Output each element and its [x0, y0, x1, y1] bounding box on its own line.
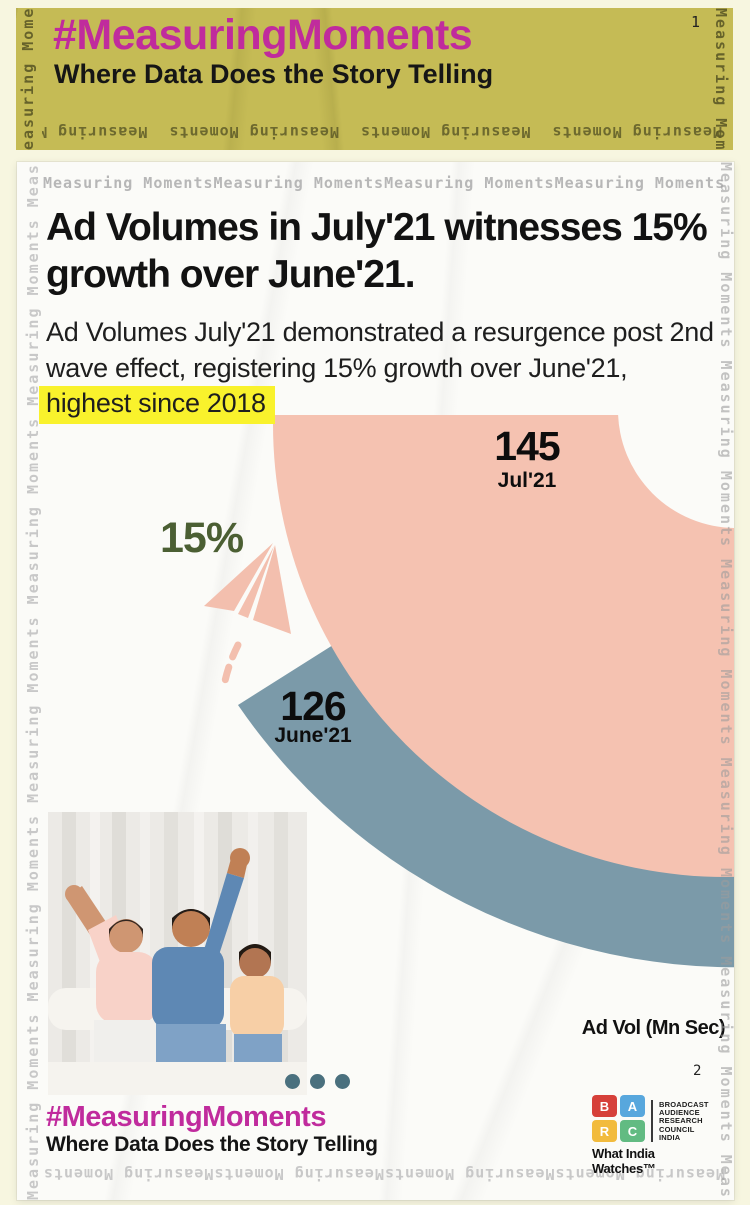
- july-circle-shape: [273, 415, 734, 877]
- content-card: Measuring Moments Measuring Moments Meas…: [17, 162, 734, 1200]
- watermark-item: Measuring Moments: [43, 174, 214, 192]
- ad-volume-circle-chart: [204, 415, 734, 968]
- highlighted-text: highest since 2018: [39, 386, 275, 424]
- logo-letter-r: R: [592, 1120, 617, 1142]
- logo-org-line: INDIA: [659, 1132, 681, 1142]
- watermark-item: Measuring Moments: [213, 174, 385, 192]
- family-photo: [48, 812, 307, 1095]
- header-banner: easuring Moment Measuring Moment #Measur…: [16, 8, 733, 150]
- footer-tagline: Where Data Does the Story Telling: [46, 1133, 378, 1156]
- watermark-item: Measuring Moments: [384, 174, 555, 192]
- july-label: Jul'21: [497, 469, 557, 492]
- logo-org-line: BROADCAST: [659, 1100, 709, 1109]
- logo-letter-b: B: [592, 1095, 617, 1117]
- logo-org-line: AUDIENCE: [659, 1108, 700, 1118]
- logo-letter-a: A: [620, 1095, 645, 1117]
- banner-tagline: Where Data Does the Story Telling: [54, 59, 494, 89]
- card-watermark-row-top: Measuring Moments Measuring Moments Meas…: [43, 174, 725, 192]
- body-line-2: wave effect, registering 15% growth over…: [46, 352, 628, 383]
- carousel-dot: [285, 1074, 300, 1089]
- paper-plane-icon: [204, 543, 291, 634]
- watermark-item: Measuring Moments: [42, 123, 148, 141]
- carousel-dot: [310, 1074, 325, 1089]
- watermark-item: Measuring Moments: [551, 123, 722, 141]
- sofa-seat: [48, 1062, 307, 1095]
- logo-org-name: BROADCAST AUDIENCE RESEARCH COUNCIL INDI…: [659, 1100, 709, 1142]
- banner-hashtag: #MeasuringMoments: [53, 11, 473, 59]
- headline: Ad Volumes in July'21 witnesses 15% grow…: [46, 204, 734, 298]
- corner-notch: [618, 415, 734, 528]
- growth-percentage: 15%: [160, 514, 244, 562]
- banner-watermark-right: Measuring Moment: [712, 8, 730, 150]
- watermark-item: Measuring Moments: [383, 1165, 555, 1183]
- footer-hashtag: #MeasuringMoments: [46, 1101, 326, 1133]
- banner-watermark-left: easuring Moment: [19, 8, 37, 150]
- headline-line-1: Ad Volumes in July'21 witnesses 15%: [46, 206, 708, 249]
- page-number-1: 1: [690, 13, 700, 31]
- chart-unit-label: Ad Vol (Mn Sec): [581, 1017, 726, 1039]
- page-number-2: 2: [693, 1063, 702, 1079]
- logo-org-line: COUNCIL: [659, 1124, 695, 1134]
- logo-org-line: RESEARCH: [659, 1116, 703, 1126]
- june-value: 126: [280, 683, 346, 729]
- july-value: 145: [494, 423, 560, 469]
- dashed-trail-icon: [221, 641, 242, 685]
- headline-line-2: growth over June'21.: [46, 253, 416, 296]
- card-watermark-right: Measuring Moments Measuring Moments Meas…: [717, 162, 734, 1200]
- body-line-1: Ad Volumes July'21 demonstrated a resurg…: [46, 317, 714, 347]
- banner-watermark-row: Measuring Moments Measuring Moments Meas…: [42, 123, 722, 141]
- watermark-item: Measuring Moments: [359, 123, 531, 141]
- watermark-item: Measuring Moments: [554, 174, 725, 192]
- logo-letter-c: C: [620, 1120, 645, 1142]
- barc-logo: B A R C: [592, 1095, 645, 1142]
- carousel-dots: [285, 1074, 350, 1089]
- logo-tagline: What India Watches™: [592, 1146, 656, 1176]
- watermark-item: Measuring Moments: [168, 123, 339, 141]
- june-label: June'21: [274, 724, 352, 747]
- body-text: Ad Volumes July'21 demonstrated a resurg…: [39, 315, 734, 424]
- watermark-item: Measuring Moments: [213, 1165, 384, 1183]
- carousel-dot: [335, 1074, 350, 1089]
- logo-divider: [651, 1100, 653, 1142]
- watermark-item: Measuring Moments: [43, 1165, 214, 1183]
